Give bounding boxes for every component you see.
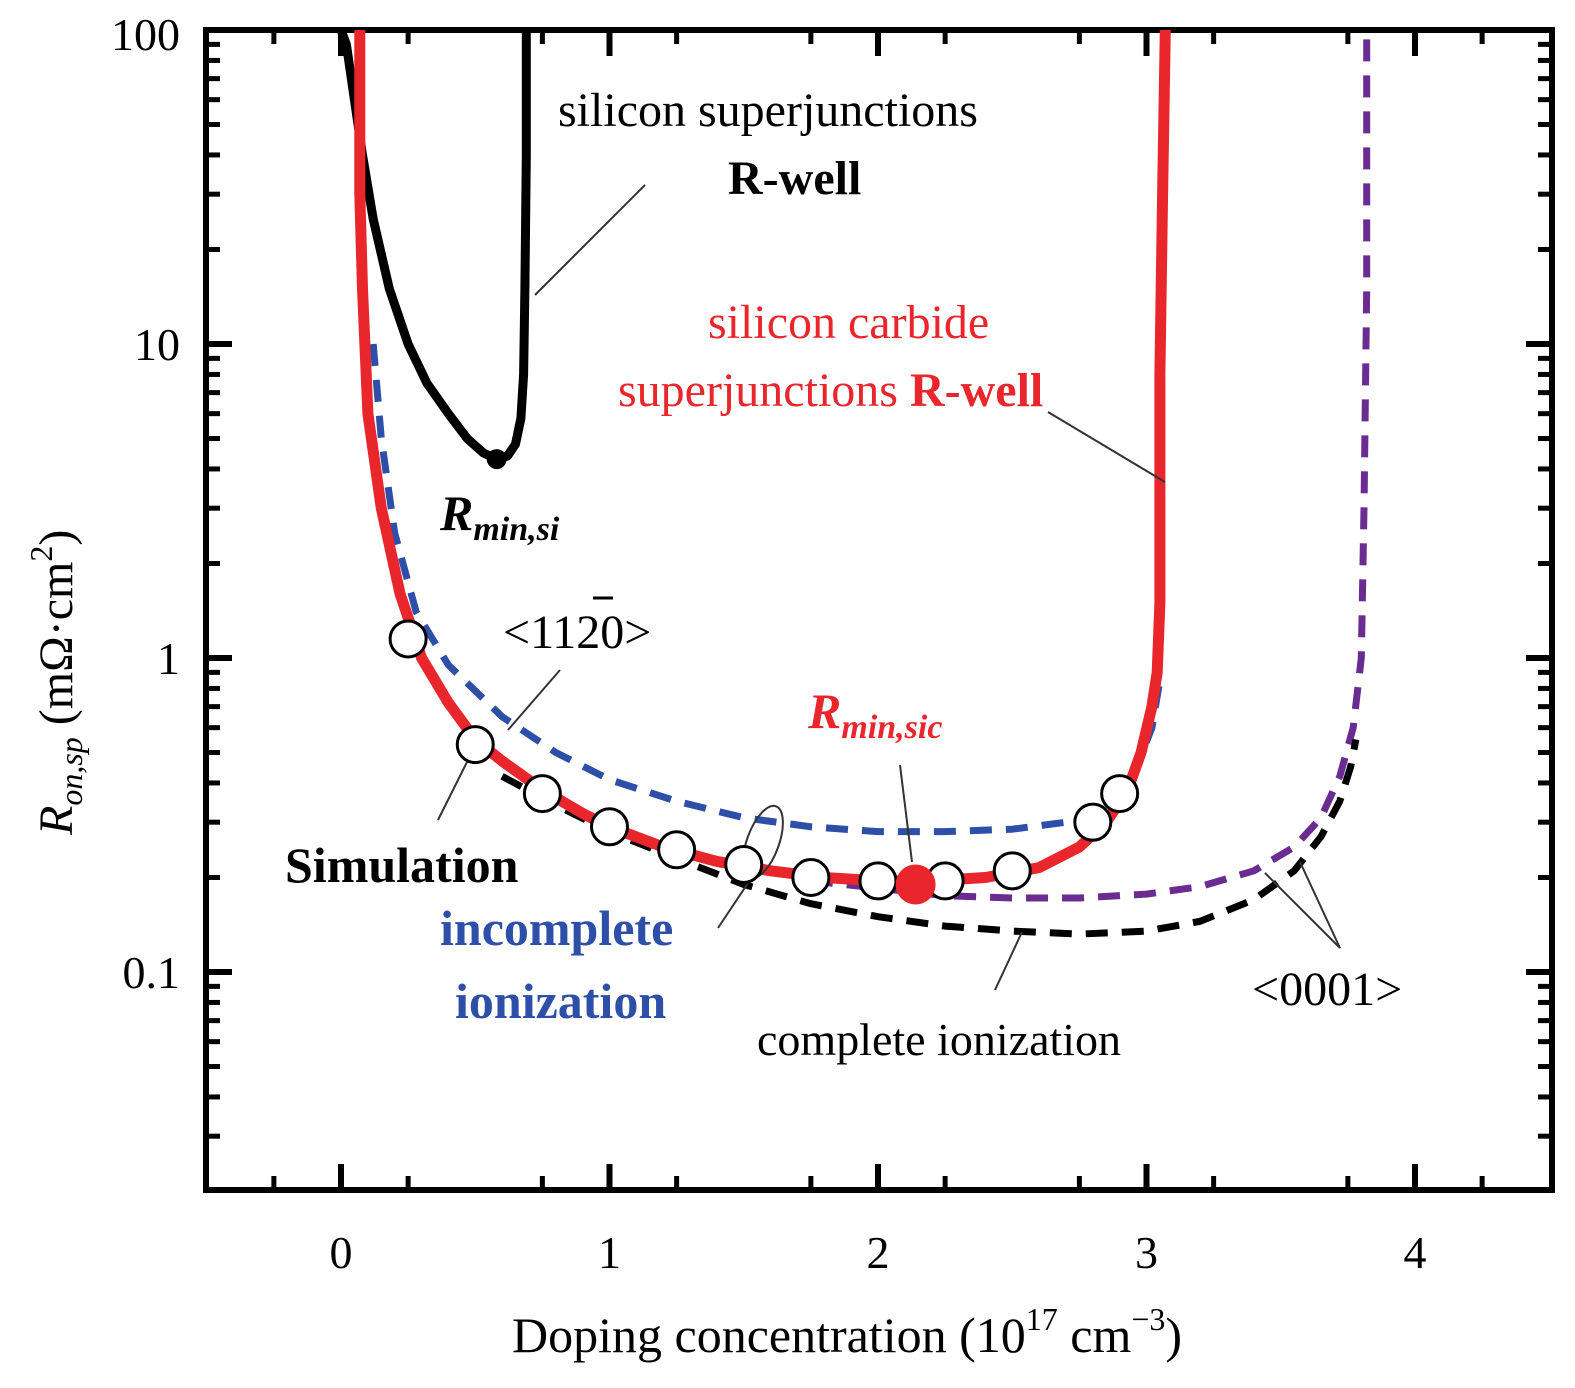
annotation-simulation: Simulation [285, 837, 519, 893]
y-tick-label-0: 0.1 [123, 947, 181, 998]
y-axis-label-sub: on,sp [53, 737, 89, 805]
simulation-point-7 [858, 861, 898, 901]
leader-1120 [507, 669, 561, 731]
annotation-dir-1120-c: 0> [600, 606, 651, 659]
leader-sic [1047, 411, 1166, 483]
leader-si [534, 184, 646, 296]
annotation-si-line1: silicon superjunctions [558, 84, 978, 137]
x-axis-label-end: ) [1165, 1307, 1182, 1363]
simulation-point-9 [992, 851, 1032, 891]
minimum-point-1 [895, 864, 936, 905]
annotation-complete-ionization: complete ionization [757, 1014, 1121, 1065]
y-axis-label-sup: 2 [23, 546, 59, 562]
annotation-dir-1120: <1120> [503, 606, 651, 659]
x-axis-label-sup2: −3 [1131, 1301, 1165, 1337]
simulation-point-0 [388, 619, 428, 659]
simulation-point-6 [791, 857, 831, 897]
series-line-3 [810, 30, 1371, 902]
annotation-rmin-sic-r: R [807, 683, 841, 739]
annotation-rmin-sic: Rmin,sic [807, 683, 942, 746]
y-tick-labels: 0.1 1 10 100 [111, 9, 180, 998]
annotation-dir-0001: <0001> [1252, 963, 1402, 1016]
simulation-point-11 [1100, 774, 1140, 814]
x-tick-label-3: 3 [1135, 1227, 1158, 1278]
annotation-rmin-sic-sub: min,sic [841, 709, 942, 746]
annotation-dir-1120-b: 2 [576, 606, 600, 659]
annotation-sic-line1: silicon carbide [708, 296, 989, 349]
annotation-rmin-si-r: R [439, 485, 473, 541]
leader-simulation [437, 759, 469, 821]
series-line-2 [369, 343, 1164, 836]
x-tick-label-0: 0 [330, 1227, 353, 1278]
series-line-1 [354, 30, 1171, 887]
annotation-dir-1120-a: <11 [503, 606, 576, 659]
annotation-rmin-si: Rmin,si [439, 485, 560, 548]
annotation-incomplete-line2: ionization [455, 973, 666, 1029]
y-axis-label-r: R [30, 806, 83, 836]
axis-ticks [206, 27, 1552, 1190]
markers-layer [388, 449, 1140, 905]
annotation-leaders [437, 184, 1341, 991]
simulation-point-3 [590, 807, 629, 847]
x-axis-label-mid: cm [1058, 1307, 1132, 1363]
annotation-incomplete-line1: incomplete [440, 900, 673, 956]
y-axis-label-end: ) [30, 530, 83, 546]
annotation-sic-line2: superjunctions R-well [618, 364, 1043, 417]
x-tick-label-4: 4 [1404, 1227, 1427, 1278]
annotation-sic-line2b: R-well [910, 364, 1043, 417]
x-axis-label: Doping concentration (1017 cm−3) [512, 1301, 1182, 1363]
leader-0001-b [1299, 861, 1341, 949]
leader-complete [994, 931, 1023, 991]
y-tick-label-2: 10 [134, 319, 180, 370]
leader-rmin-sic [899, 764, 913, 863]
x-axis-label-main: Doping concentration (10 [512, 1307, 1026, 1363]
y-tick-label-1: 1 [157, 633, 180, 684]
annotation-sic-line2a: superjunctions [618, 364, 910, 417]
x-axis-label-sup1: 17 [1026, 1301, 1058, 1337]
x-tick-labels: 0 1 2 3 4 [330, 1227, 1427, 1278]
x-tick-label-1: 1 [598, 1227, 621, 1278]
simulation-point-2 [522, 774, 562, 814]
minimum-point-0 [486, 449, 507, 470]
leader-0001-a [1264, 872, 1341, 949]
simulation-point-5 [724, 844, 764, 884]
x-tick-label-2: 2 [867, 1227, 890, 1278]
annotation-rmin-si-sub: min,si [473, 511, 560, 548]
simulation-point-1 [455, 725, 495, 765]
y-tick-label-3: 100 [111, 9, 180, 60]
annotation-si-line2: R-well [728, 152, 861, 205]
y-axis-label-unit: (mΩ·cm [30, 562, 83, 738]
simulation-point-10 [1073, 802, 1113, 842]
y-axis-label: Ron,sp (mΩ·cm2) [23, 530, 89, 836]
simulation-point-4 [657, 830, 697, 870]
